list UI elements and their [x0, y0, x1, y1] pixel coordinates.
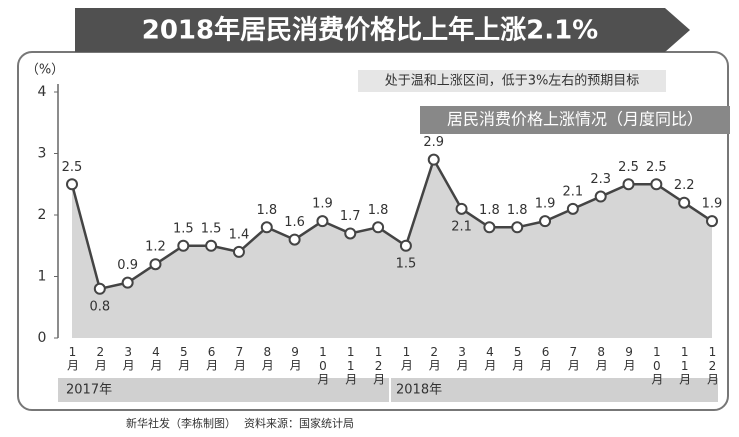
point [566, 202, 579, 215]
x-tick-label: 4月 [483, 345, 497, 372]
value-label: 2.3 [590, 172, 611, 187]
value-label: 1.2 [145, 240, 166, 255]
value-label: 2.1 [451, 219, 472, 234]
chart-title: 2018年居民消费价格比上年上涨2.1% [142, 15, 598, 46]
x-tick-label: 2月 [93, 345, 107, 372]
point [260, 221, 273, 234]
value-label: 1.9 [312, 197, 333, 212]
x-tick-label: 1月 [66, 345, 80, 372]
y-tick-label: 1 [38, 269, 47, 285]
value-label: 1.5 [201, 221, 222, 236]
point [539, 215, 552, 228]
point [594, 190, 607, 203]
area [72, 159, 712, 338]
year-label: 2018年 [396, 383, 442, 398]
point [66, 178, 78, 191]
x-tick-label: 3月 [455, 345, 469, 372]
point [399, 239, 412, 252]
value-label: 2.5 [618, 160, 639, 175]
x-tick-label: 7月 [232, 345, 246, 372]
value-label: 1.5 [173, 221, 194, 236]
point [344, 227, 357, 240]
point [706, 215, 718, 228]
point [372, 221, 385, 234]
title-box [75, 8, 690, 52]
year-label: 2017年 [66, 383, 112, 398]
value-label: 0.8 [89, 299, 110, 314]
x-tick-label: 6月 [205, 345, 219, 372]
x-tick-label: 1月 [399, 345, 413, 372]
value-label: 1.7 [340, 209, 361, 224]
x-tick-label: 9月 [622, 345, 636, 372]
x-tick-label: 11月 [344, 345, 358, 386]
x-tick-label: 10月 [316, 345, 330, 386]
x-tick-label: 5月 [511, 345, 525, 372]
value-label: 1.9 [702, 197, 723, 212]
point [622, 178, 635, 191]
value-label: 2.1 [563, 184, 584, 199]
x-tick-label: 11月 [678, 345, 692, 386]
x-tick-label: 6月 [539, 345, 553, 372]
x-tick-label: 7月 [566, 345, 580, 372]
value-label: 2.9 [423, 135, 444, 150]
value-label: 1.8 [368, 203, 389, 218]
credit: 新华社发（李栋制图） [126, 416, 236, 430]
point [149, 258, 162, 271]
value-label: 1.8 [256, 203, 277, 218]
value-label: 0.9 [117, 258, 138, 273]
x-tick-label: 10月 [650, 345, 664, 386]
subtitle-box [358, 70, 666, 92]
subtitle: 处于温和上涨区间，低于3%左右的预期目标 [385, 73, 640, 89]
x-tick-label: 2月 [427, 345, 441, 372]
y-tick-label: 4 [38, 84, 47, 100]
value-label: 2.5 [646, 160, 667, 175]
value-label: 2.2 [674, 178, 695, 193]
value-label: 1.6 [284, 215, 305, 230]
x-tick-label: 5月 [177, 345, 191, 372]
x-tick-label: 12月 [706, 345, 720, 386]
x-tick-label: 4月 [149, 345, 163, 372]
x-tick-label: 8月 [260, 345, 274, 372]
label-box [420, 106, 730, 134]
value-label: 1.4 [229, 227, 250, 242]
value-label: 1.5 [396, 256, 417, 271]
point [427, 153, 440, 166]
point [650, 178, 663, 191]
point [316, 215, 329, 228]
point [288, 233, 301, 246]
x-tick-label: 3月 [121, 345, 135, 372]
y-tick-label: 3 [38, 146, 47, 162]
point [483, 221, 496, 234]
y-tick-label: 0 [38, 330, 47, 346]
point [678, 196, 691, 209]
value-label: 2.5 [62, 160, 83, 175]
point [511, 221, 524, 234]
y-tick-label: 2 [38, 207, 47, 223]
point [177, 239, 190, 252]
x-tick-label: 9月 [288, 345, 302, 372]
y-axis-label: （%） [26, 63, 64, 78]
x-tick-label: 8月 [594, 345, 608, 372]
value-label: 1.8 [479, 203, 500, 218]
chart-label: 居民消费价格上涨情况（月度同比） [447, 110, 703, 129]
point [121, 276, 134, 289]
value-label: 1.9 [535, 197, 556, 212]
point [455, 202, 468, 215]
point [205, 239, 218, 252]
point [93, 282, 106, 295]
year-band [58, 378, 718, 402]
point [232, 245, 245, 258]
value-label: 1.8 [507, 203, 528, 218]
source: 资料来源：国家统计局 [244, 416, 354, 430]
x-tick-label: 12月 [372, 345, 386, 386]
